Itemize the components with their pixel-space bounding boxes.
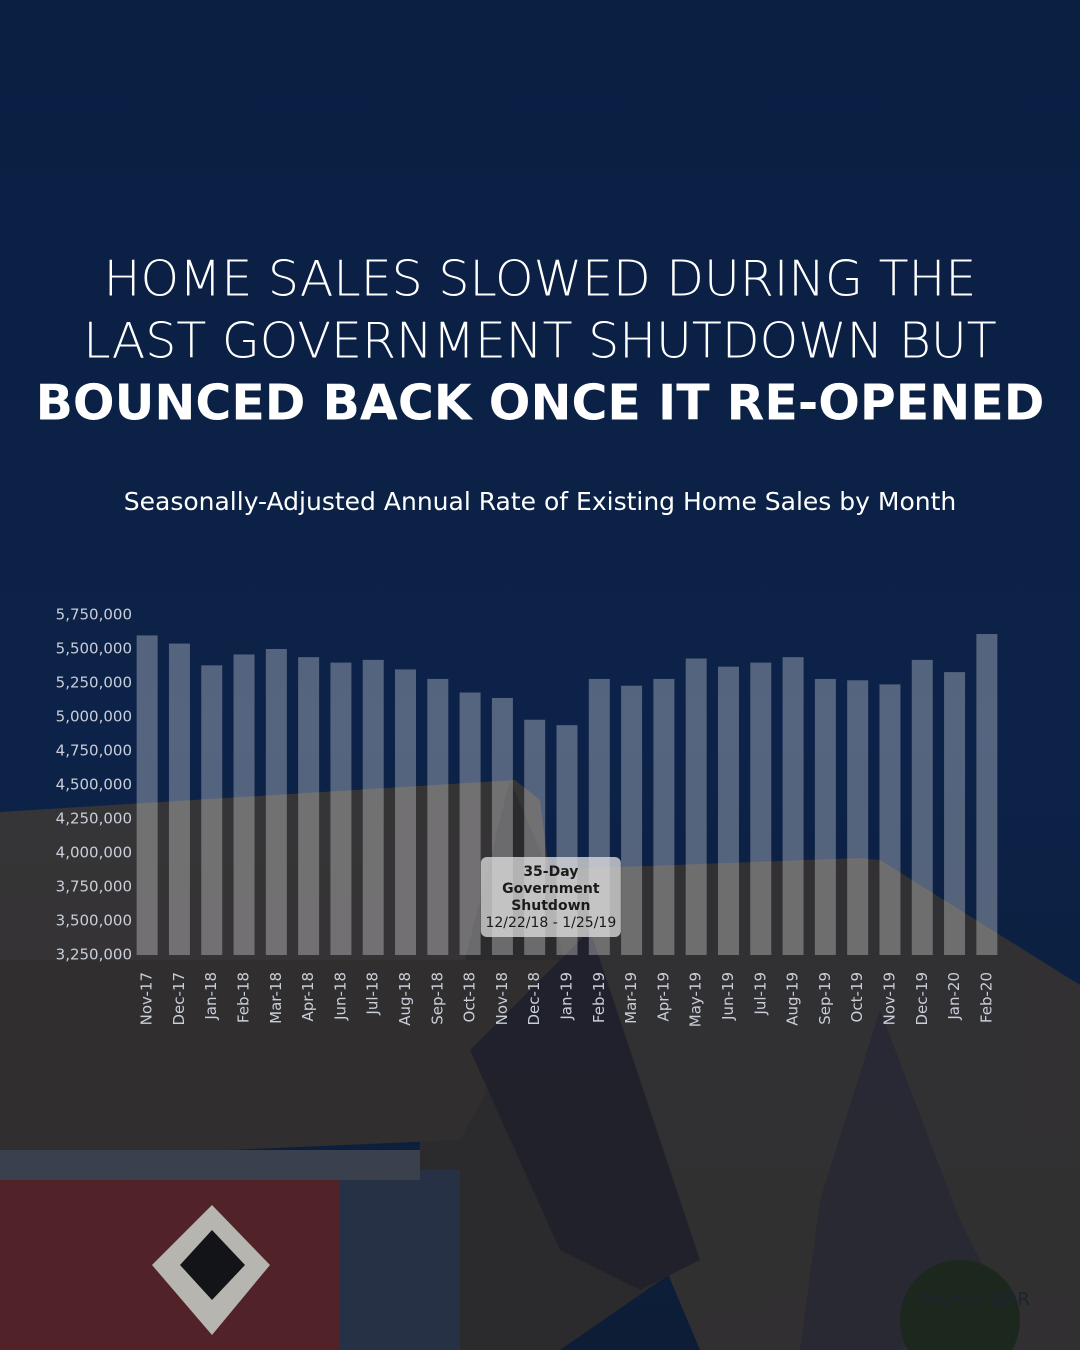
bar — [136, 635, 158, 955]
bar — [814, 678, 836, 955]
x-tick-label: Jan-18 — [202, 972, 220, 1021]
title-bold: BOUNCED BACK ONCE IT RE-OPENED — [36, 375, 1045, 432]
bar — [653, 678, 675, 955]
bar — [717, 666, 739, 955]
x-tick-label: May-19 — [687, 972, 705, 1027]
y-tick-label: 4,500,000 — [56, 776, 132, 794]
x-tick-label: Jul-19 — [751, 972, 769, 1016]
x-tick-label: Sep-18 — [428, 972, 446, 1025]
x-tick-label: Aug-18 — [396, 972, 414, 1026]
y-tick-label: 4,250,000 — [56, 810, 132, 828]
x-tick-label: Sep-19 — [816, 972, 834, 1025]
y-tick-label: 3,750,000 — [56, 878, 132, 896]
x-tick-label: Oct-18 — [461, 972, 479, 1022]
bar — [168, 643, 190, 955]
x-tick-label: Jun-18 — [331, 972, 349, 1021]
bar — [233, 654, 255, 955]
bar — [976, 634, 998, 955]
bar — [621, 685, 643, 955]
x-tick-label: Nov-17 — [138, 972, 156, 1025]
bar — [782, 657, 804, 955]
y-tick-label: 5,500,000 — [56, 640, 132, 658]
bar — [944, 672, 966, 955]
bar — [201, 665, 223, 955]
bar — [879, 684, 901, 955]
x-tick-label: Dec-19 — [913, 972, 931, 1026]
annotation-text: Shutdown — [511, 898, 590, 914]
bar — [265, 649, 287, 955]
bar — [395, 669, 417, 955]
x-tick-label: Feb-19 — [590, 972, 608, 1023]
x-tick-label: Apr-18 — [299, 972, 317, 1022]
bar — [911, 659, 933, 955]
x-tick-label: Mar-19 — [622, 972, 640, 1024]
x-tick-label: Oct-19 — [848, 972, 866, 1022]
y-tick-label: 5,750,000 — [56, 606, 132, 624]
title-line: LAST GOVERNMENT SHUTDOWN BUT — [83, 313, 996, 370]
annotation-box — [480, 857, 621, 937]
x-tick-label: Feb-20 — [977, 972, 995, 1023]
annotation-text: Government — [502, 881, 600, 897]
annotation-text: 12/22/18 - 1/25/19 — [485, 915, 616, 931]
y-tick-label: 5,250,000 — [56, 674, 132, 692]
x-tick-label: Nov-18 — [493, 972, 511, 1025]
bar — [685, 658, 707, 955]
x-tick-label: Feb-18 — [235, 972, 253, 1023]
x-tick-label: Mar-18 — [267, 972, 285, 1024]
bar — [298, 657, 320, 955]
x-tick-label: Apr-19 — [654, 972, 672, 1022]
bar — [362, 659, 384, 955]
bar — [847, 680, 869, 955]
house-photo — [0, 780, 1080, 1350]
bar — [427, 678, 449, 955]
x-tick-label: Jun-19 — [719, 972, 737, 1021]
y-tick-label: 4,750,000 — [56, 742, 132, 760]
source: Source: NAR — [918, 1289, 1030, 1310]
y-tick-label: 5,000,000 — [56, 708, 132, 726]
bar — [459, 692, 481, 955]
bar — [330, 662, 352, 955]
y-tick-label: 3,500,000 — [56, 912, 132, 930]
x-tick-label: Aug-19 — [784, 972, 802, 1026]
x-tick-label: Jan-19 — [558, 972, 576, 1021]
x-tick-label: Dec-18 — [525, 972, 543, 1026]
bar — [750, 662, 772, 955]
x-tick-label: Nov-19 — [880, 972, 898, 1025]
x-tick-label: Jul-18 — [364, 972, 382, 1016]
x-tick-label: Jan-20 — [945, 972, 963, 1021]
title-line: HOME SALES SLOWED DURING THE — [104, 251, 977, 308]
y-tick-label: 4,000,000 — [56, 844, 132, 862]
annotation-text: 35-Day — [523, 864, 578, 880]
x-tick-label: Dec-17 — [170, 972, 188, 1026]
y-tick-label: 3,250,000 — [56, 946, 132, 964]
subtitle: Seasonally-Adjusted Annual Rate of Exist… — [124, 487, 956, 516]
